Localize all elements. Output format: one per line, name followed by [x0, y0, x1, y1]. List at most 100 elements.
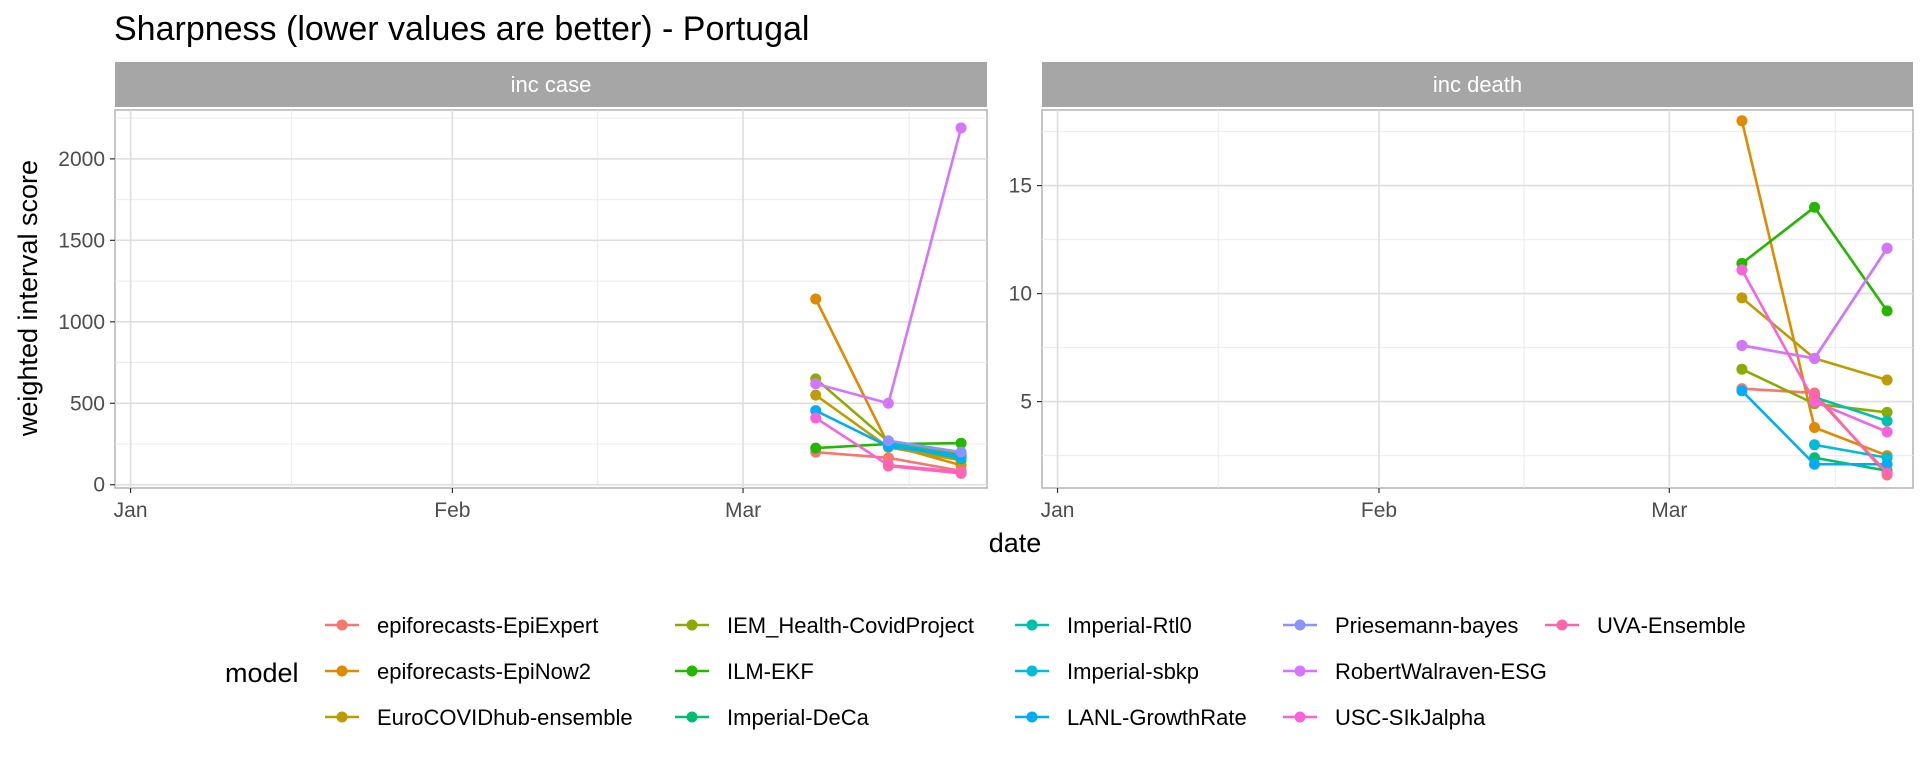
legend-item-ilm-ekf: ILM-EKF	[675, 659, 814, 684]
legend-key-point	[686, 711, 698, 723]
legend-key-point	[336, 619, 348, 631]
series-uva-ensemble	[882, 460, 967, 479]
legend-item-iem-health-covidproject: IEM_Health-CovidProject	[675, 613, 974, 638]
legend-item-eurocovidhub-ensemble: EuroCOVIDhub-ensemble	[325, 705, 633, 730]
y-axis-title: weighted interval score	[13, 160, 43, 437]
x-tick-label: Jan	[114, 499, 148, 522]
legend-item-uva-ensemble: UVA-Ensemble	[1545, 613, 1746, 638]
panel-inc-case: inc case 0 500 1000 1500 2000 Jan Feb Mar	[58, 62, 988, 522]
panel-strip-label-inc-death: inc death	[1433, 72, 1522, 97]
y-tick-label: 2000	[58, 148, 105, 171]
legend-item-lanl-growthrate: LANL-GrowthRate	[1015, 705, 1247, 730]
data-point-robertwalraven-esg	[882, 397, 894, 409]
legend-key-point	[1294, 665, 1306, 677]
panel-strip-inc-death	[1042, 62, 1913, 107]
series-line-uva-ensemble	[1813, 394, 1889, 474]
legend-label: LANL-GrowthRate	[1067, 705, 1247, 730]
panel-strip-label-inc-case: inc case	[511, 72, 592, 97]
data-point-robertwalraven-esg	[810, 378, 822, 390]
legend-label: UVA-Ensemble	[1597, 613, 1746, 638]
legend-label: EuroCOVIDhub-ensemble	[377, 705, 633, 730]
y-tick-label: 1500	[58, 229, 105, 252]
legend-item-imperial-rtl0: Imperial-Rtl0	[1015, 613, 1192, 638]
data-point-robertwalraven-esg	[1881, 242, 1893, 254]
y-tick-label: 15	[1009, 175, 1032, 198]
legend-label: Imperial-sbkp	[1067, 659, 1199, 684]
data-point-eurocovidhub-ensemble	[1881, 374, 1893, 386]
data-point-ilm-ekf	[1881, 305, 1893, 317]
x-axis-title: date	[989, 528, 1042, 558]
panel-strip-inc-case	[115, 62, 987, 107]
data-point-epiforecasts-epinow2	[1808, 422, 1820, 434]
data-point-priesemann-bayes	[955, 446, 967, 458]
legend-item-imperial-deca: Imperial-DeCa	[675, 705, 870, 730]
data-point-ilm-ekf	[955, 437, 967, 449]
data-point-lanl-growthrate	[1881, 458, 1893, 470]
series-inc-case	[810, 122, 967, 479]
legend-item-epiforecasts-epiexpert: epiforecasts-EpiExpert	[325, 613, 598, 638]
legend-label: epiforecasts-EpiExpert	[377, 613, 598, 638]
legend-items: epiforecasts-EpiExpert epiforecasts-EpiNo…	[325, 613, 1746, 730]
series-uva-ensemble	[1808, 389, 1893, 479]
plot-area-inc-death	[1041, 109, 1914, 489]
y-axis-ticks-inc-case: 0 500 1000 1500 2000	[58, 148, 115, 497]
data-point-usc-sikjalpha	[1881, 426, 1893, 438]
legend-label: Priesemann-bayes	[1335, 613, 1518, 638]
data-point-ilm-ekf	[1808, 201, 1820, 213]
data-point-uva-ensemble	[882, 460, 894, 472]
data-point-imperial-rtl0	[1881, 415, 1893, 427]
series-inc-death	[1736, 115, 1893, 481]
gridlines-inc-death	[1042, 110, 1913, 488]
legend-item-priesemann-bayes: Priesemann-bayes	[1283, 613, 1518, 638]
legend-label: USC-SIkJalpha	[1335, 705, 1486, 730]
data-point-eurocovidhub-ensemble	[810, 389, 822, 401]
legend-key-point	[1026, 711, 1038, 723]
data-point-uva-ensemble	[1881, 467, 1893, 479]
data-point-usc-sikjalpha	[810, 412, 822, 424]
chart-title: Sharpness (lower values are better) - Po…	[114, 10, 809, 48]
data-point-uva-ensemble	[955, 467, 967, 479]
legend-item-imperial-sbkp: Imperial-sbkp	[1015, 659, 1199, 684]
x-tick-label: Mar	[1651, 499, 1687, 522]
gridlines-inc-case	[115, 110, 987, 488]
data-point-epiforecasts-epinow2	[1736, 115, 1748, 127]
data-point-iem-health-covidproject	[1881, 406, 1893, 418]
series-robertwalraven-esg	[1736, 242, 1893, 364]
series-line-priesemann-bayes	[888, 439, 962, 454]
legend-key-point	[686, 619, 698, 631]
legend-key-point	[1026, 619, 1038, 631]
x-axis-ticks-inc-death: Jan Feb Mar	[1041, 488, 1687, 522]
data-point-lanl-growthrate	[1808, 458, 1820, 470]
legend-key-point	[336, 711, 348, 723]
legend-key-point	[1294, 619, 1306, 631]
legend-item-robertwalraven-esg: RobertWalraven-ESG	[1283, 659, 1547, 684]
series-lanl-growthrate	[1736, 385, 1893, 470]
legend-item-epiforecasts-epinow2: epiforecasts-EpiNow2	[325, 659, 591, 684]
legend-label: IEM_Health-CovidProject	[727, 613, 974, 638]
legend-key-point	[1026, 665, 1038, 677]
data-point-robertwalraven-esg	[955, 122, 967, 134]
data-point-iem-health-covidproject	[1736, 363, 1748, 375]
series-robertwalraven-esg	[810, 122, 967, 409]
x-tick-label: Jan	[1041, 499, 1075, 522]
legend-title: model	[225, 658, 299, 688]
series-line-imperial-sbkp	[1814, 443, 1888, 460]
y-tick-label: 5	[1020, 391, 1032, 414]
series-line-uva-ensemble	[888, 464, 962, 475]
y-tick-label: 500	[70, 392, 105, 415]
data-point-eurocovidhub-ensemble	[1736, 292, 1748, 304]
data-point-robertwalraven-esg	[1736, 339, 1748, 351]
data-point-priesemann-bayes	[882, 435, 894, 447]
legend-key-point	[1556, 619, 1568, 631]
series-priesemann-bayes	[882, 435, 967, 458]
data-point-robertwalraven-esg	[1808, 352, 1820, 364]
legend-key-point	[1294, 711, 1306, 723]
data-point-uva-ensemble	[1808, 389, 1820, 401]
legend-key-point	[686, 665, 698, 677]
data-point-ilm-ekf	[810, 442, 822, 454]
data-point-lanl-growthrate	[1736, 385, 1748, 397]
legend-key-point	[336, 665, 348, 677]
legend-item-usc-sikjalpha: USC-SIkJalpha	[1283, 705, 1486, 730]
y-tick-label: 0	[93, 474, 105, 497]
